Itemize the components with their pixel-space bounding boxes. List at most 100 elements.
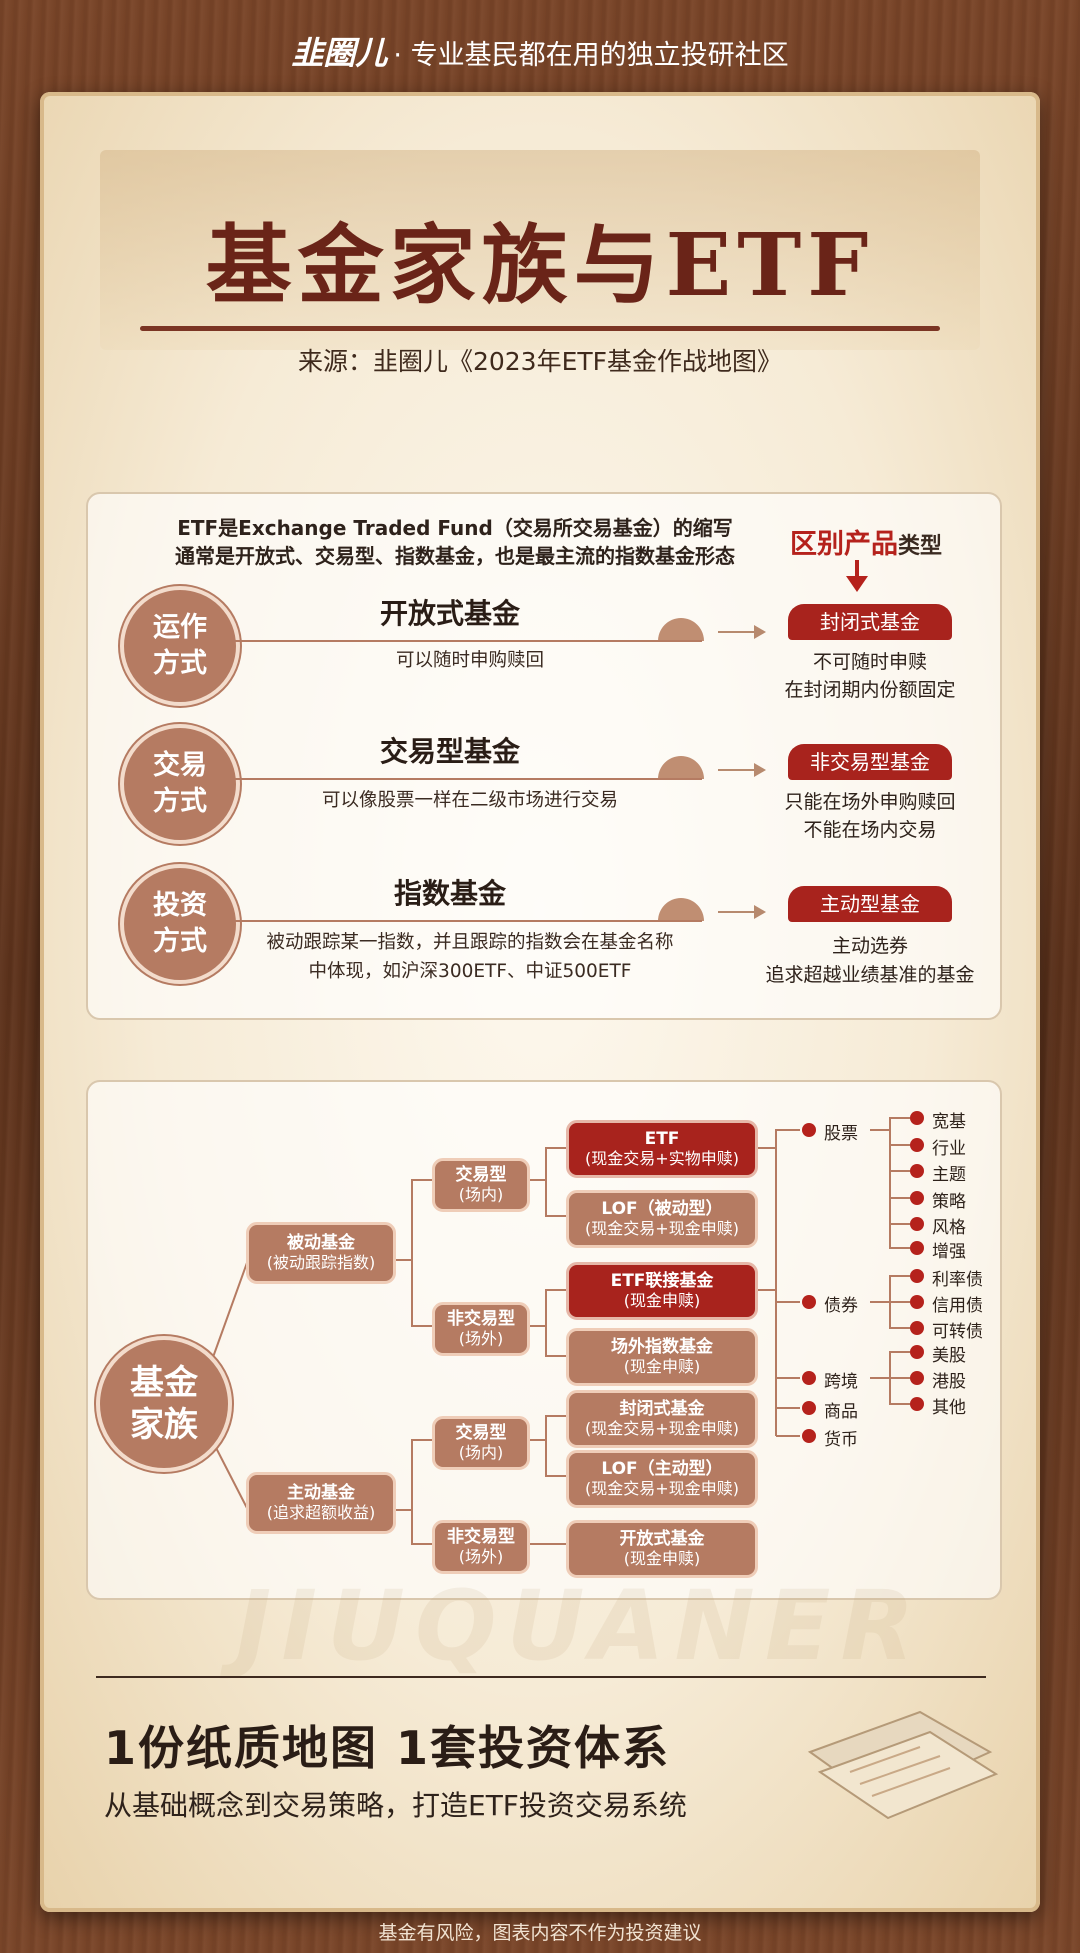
circle-text-1: 交易 (153, 750, 207, 781)
dot-marker (802, 1123, 816, 1137)
stock-sub-broad: 宽基 (932, 1112, 966, 1132)
node-sublabel: (现金交易+现金申赎) (585, 1479, 739, 1498)
tag-desc-line-2: 不能在场内交易 (803, 819, 937, 841)
dot-marker (910, 1345, 924, 1359)
header: 韭圈儿 · 专业基民都在用的独立投研社区 (0, 28, 1080, 74)
intro-line-1: ETF是Exchange Traded Fund（交易所交易基金）的缩写 (177, 516, 733, 540)
cross-sub-us: 美股 (932, 1346, 966, 1366)
dot-marker (802, 1401, 816, 1415)
row-arrow (718, 769, 756, 771)
tag-desc-line-1: 主动选券 (831, 935, 908, 957)
dot-marker (910, 1138, 924, 1152)
tag-active-fund: 主动型基金 (788, 886, 952, 922)
node-sublabel: (现金交易+现金申赎) (585, 1219, 739, 1238)
row-arrowhead (754, 625, 766, 639)
circle-operation-mode: 运作 方式 (120, 586, 240, 706)
row-arrowhead (754, 763, 766, 777)
circle-text-2: 方式 (153, 648, 207, 679)
row-name-open-fund: 开放式基金 (379, 597, 520, 630)
node-sublabel: (现金交易+实物申赎) (585, 1149, 739, 1168)
node-open-fund: 开放式基金 (现金申赎) (566, 1520, 758, 1578)
cross-sub-other: 其他 (932, 1398, 966, 1418)
asset-money: 货币 (824, 1430, 858, 1450)
root-text-1: 基金 (130, 1363, 198, 1403)
fund-family-panel (86, 1080, 1002, 1600)
node-label: ETF联接基金 (610, 1271, 714, 1291)
node-etf-link: ETF联接基金 (现金申赎) (566, 1262, 758, 1320)
bond-sub-credit: 信用债 (932, 1296, 983, 1316)
paper-map-illustration (807, 1710, 999, 1820)
diff-header-suffix: 类型 (898, 534, 943, 559)
tag-desc-line-1: 不可随时申赎 (812, 651, 927, 673)
node-passive-fund: 被动基金 (被动跟踪指数) (246, 1222, 396, 1284)
tag-closed-fund: 封闭式基金 (788, 604, 952, 640)
node-sublabel: (现金申赎) (623, 1549, 701, 1568)
circle-text-1: 运作 (153, 612, 207, 643)
brand-logo: 韭圈儿 (291, 34, 388, 72)
node-closed-fund: 封闭式基金 (现金交易+现金申赎) (566, 1390, 758, 1448)
dot-marker (910, 1295, 924, 1309)
node-etf: ETF (现金交易+实物申赎) (566, 1120, 758, 1178)
dot-marker (910, 1397, 924, 1411)
watermark: JIUQUANER (235, 1570, 925, 1682)
row-line (232, 640, 702, 642)
dot-marker (910, 1269, 924, 1283)
source-line: 来源：韭圈儿《2023年ETF基金作战地图》 (297, 347, 783, 376)
diff-header-main: 区别产品 (790, 529, 898, 560)
circle-text-2: 方式 (153, 786, 207, 817)
node-sublabel: (场外) (458, 1547, 504, 1566)
promo-title: 1份纸质地图 1套投资体系 (104, 1721, 671, 1775)
dot-marker (910, 1217, 924, 1231)
row-dome (658, 898, 704, 921)
row-desc: 可以像股票一样在二级市场进行交易 (321, 790, 618, 811)
stock-sub-theme: 主题 (932, 1165, 966, 1185)
dot-marker (802, 1371, 816, 1385)
stock-sub-style: 风格 (932, 1218, 966, 1238)
tag-desc-line-2: 追求超越业绩基准的基金 (765, 964, 975, 986)
row-line (232, 920, 702, 922)
node-label: LOF（被动型） (601, 1199, 723, 1219)
node-label: 主动基金 (287, 1483, 355, 1503)
node-label: 场外指数基金 (611, 1337, 713, 1357)
promo-subtitle: 从基础概念到交易策略，打造ETF投资交易系统 (104, 1789, 687, 1822)
bond-sub-rate: 利率债 (932, 1270, 983, 1290)
asset-bond: 债券 (824, 1296, 858, 1316)
node-label: 非交易型 (447, 1527, 515, 1547)
circle-text-1: 投资 (153, 890, 207, 921)
diff-arrow (855, 560, 859, 578)
asset-stock: 股票 (824, 1124, 858, 1144)
node-sublabel: (场内) (458, 1443, 504, 1462)
stock-sub-enhanced: 增强 (932, 1242, 966, 1262)
node-traded-onexchange: 交易型 (场内) (432, 1158, 530, 1212)
node-label: ETF (644, 1129, 680, 1149)
tag-desc-line-1: 只能在场外申购赎回 (784, 791, 956, 813)
row-desc-line-2: 中体现，如沪深300ETF、中证500ETF (308, 961, 632, 982)
dot-marker (910, 1371, 924, 1385)
diff-header: 区别产品类型 (790, 522, 942, 561)
row-arrow (718, 631, 756, 633)
dot-marker (910, 1164, 924, 1178)
stock-sub-industry: 行业 (932, 1139, 966, 1159)
risk-disclaimer: 基金有风险，图表内容不作为投资建议 (378, 1922, 702, 1944)
node-sublabel: (被动跟踪指数) (266, 1253, 376, 1272)
root-text-2: 家族 (130, 1405, 198, 1445)
dot-marker (910, 1241, 924, 1255)
node-label: 交易型 (455, 1165, 507, 1185)
node-non-traded-offexchange: 非交易型 (场外) (432, 1302, 530, 1356)
node-label: 开放式基金 (619, 1529, 705, 1549)
node-label: 封闭式基金 (619, 1399, 705, 1419)
node-traded-onexchange: 交易型 (场内) (432, 1416, 530, 1470)
stock-sub-strategy: 策略 (932, 1192, 966, 1212)
circle-trade-mode: 交易 方式 (120, 724, 240, 844)
dot-marker (910, 1191, 924, 1205)
node-non-traded-offexchange: 非交易型 (场外) (432, 1520, 530, 1574)
node-sublabel: (现金交易+现金申赎) (585, 1419, 739, 1438)
node-label: 非交易型 (447, 1309, 515, 1329)
node-otc-index: 场外指数基金 (现金申赎) (566, 1328, 758, 1386)
title-rule (140, 326, 940, 331)
row-dome (658, 756, 704, 779)
promo-rule (96, 1676, 986, 1678)
circle-invest-mode: 投资 方式 (120, 864, 240, 984)
tag-desc-line-2: 在封闭期内份额固定 (784, 679, 956, 701)
